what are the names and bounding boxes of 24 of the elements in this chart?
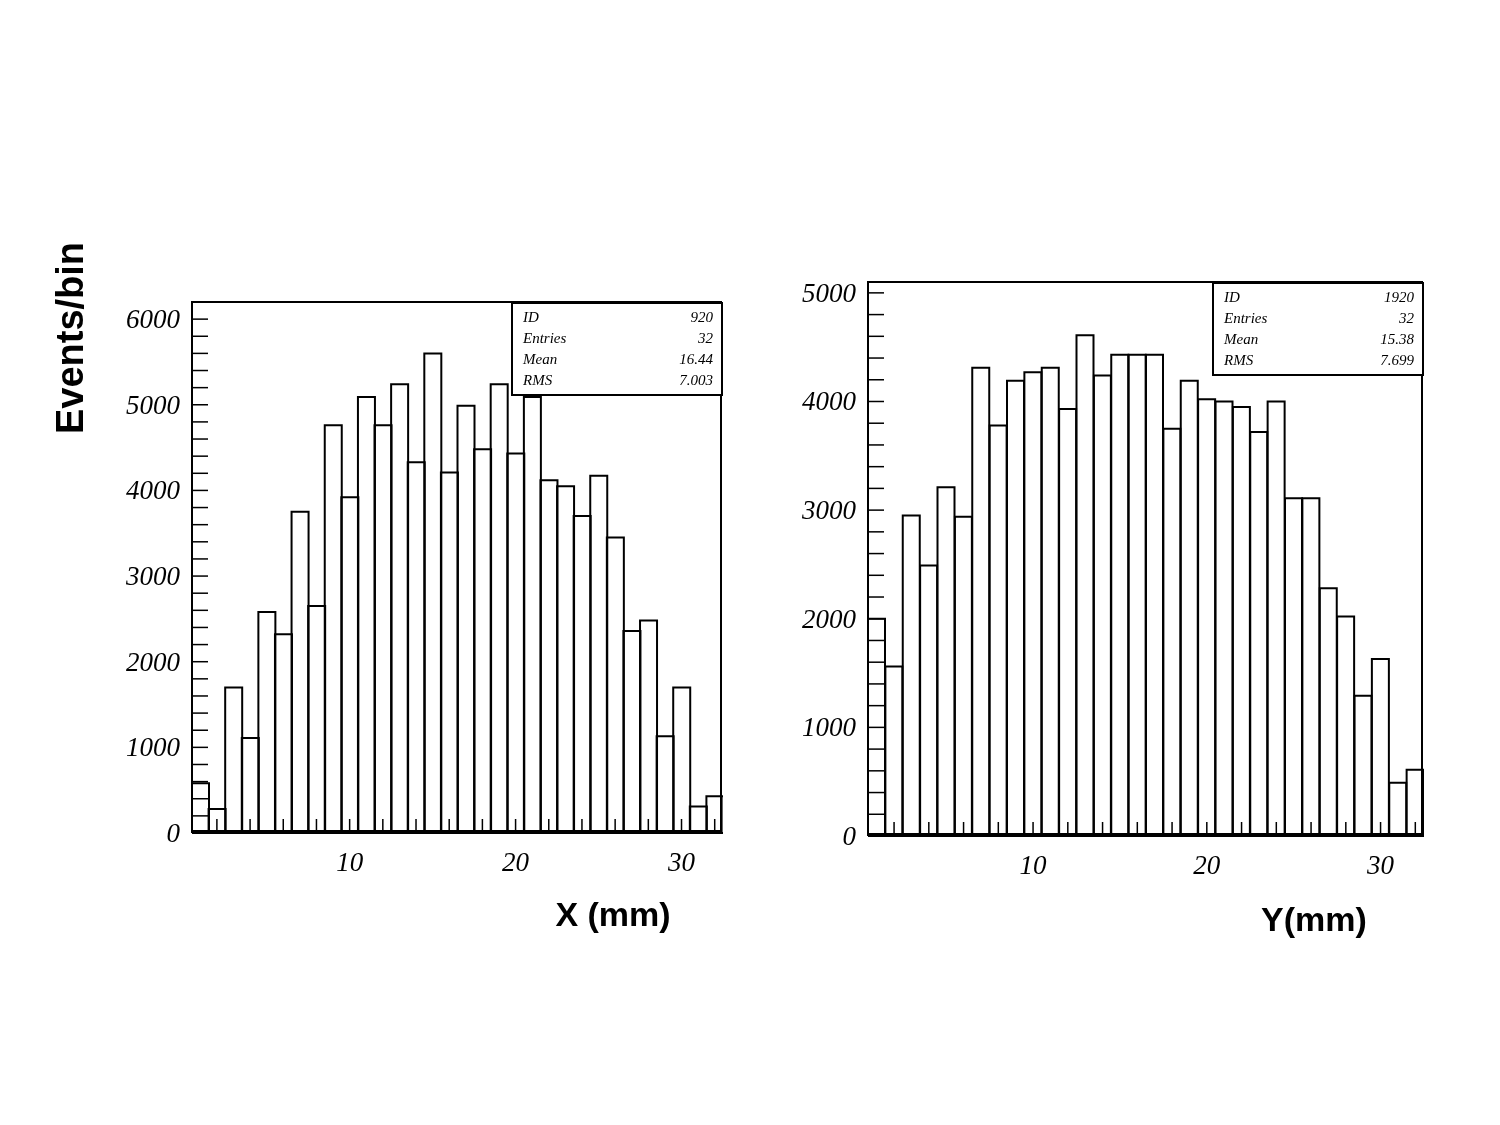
y-tick-label: 6000 — [126, 304, 181, 335]
y-tick-label: 4000 — [802, 386, 857, 417]
y-tick-label: 0 — [842, 821, 857, 851]
y-axis-title: Events/bin — [48, 240, 92, 437]
x-tick-label: 20 — [1193, 850, 1221, 880]
y-tick-label: 3000 — [125, 561, 181, 592]
y-tick-label: 2000 — [802, 603, 857, 634]
y-tick-label: 2000 — [126, 646, 181, 677]
y-tick-label: 5000 — [802, 277, 857, 308]
x-axis-title: Y(mm) — [1260, 900, 1368, 939]
stats-box: ID 920 Entries 32 Mean 16.44 RMS 7.003 — [511, 302, 723, 396]
x-tick-label: 10 — [1019, 850, 1048, 880]
x-axis-title: X (mm) — [554, 895, 672, 934]
x-tick-label: 20 — [502, 847, 530, 877]
y-tick-label: 5000 — [126, 389, 181, 420]
y-tick-label: 1000 — [126, 732, 181, 763]
stats-box: ID 1920 Entries 32 Mean 15.38 RMS 7.699 — [1212, 282, 1424, 376]
y-tick-label: 3000 — [801, 495, 857, 526]
y-tick-label: 0 — [166, 818, 181, 848]
y-tick-label: 1000 — [802, 712, 857, 743]
x-tick-label: 30 — [1366, 850, 1395, 880]
x-tick-label: 30 — [667, 847, 696, 877]
x-tick-label: 10 — [336, 847, 364, 877]
y-tick-label: 4000 — [126, 475, 181, 506]
